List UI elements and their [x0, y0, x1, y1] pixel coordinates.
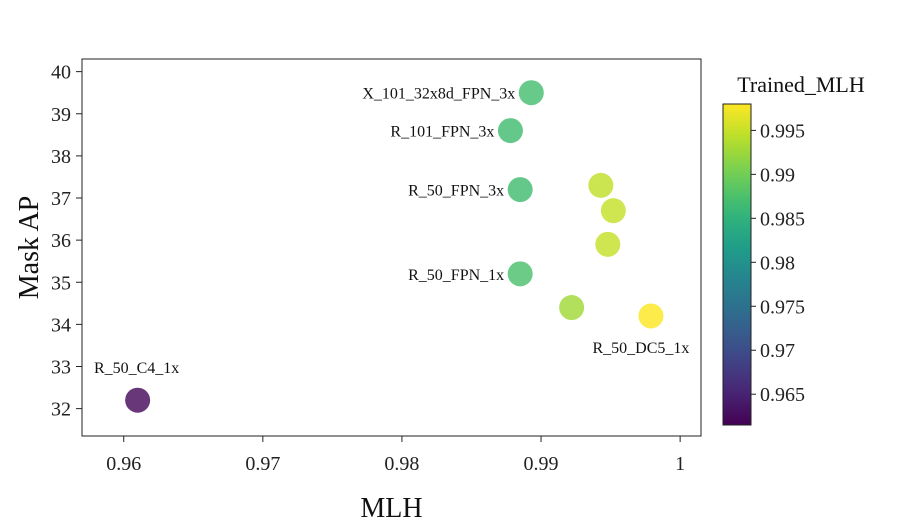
x-tick-label: 0.99 — [524, 453, 559, 475]
data-point — [125, 387, 151, 413]
colorbar-tick-label: 0.975 — [760, 296, 805, 318]
x-tick-label: 0.97 — [245, 453, 280, 475]
point-label: R_50_C4_1x — [94, 360, 179, 377]
point-label: R_50_DC5_1x — [592, 340, 689, 357]
y-tick-label: 33 — [51, 356, 71, 378]
point-label: X_101_32x8d_FPN_3x — [362, 86, 515, 103]
y-tick-label: 34 — [51, 314, 71, 336]
colorbar-tick-label: 0.99 — [760, 164, 795, 186]
colorbar — [722, 103, 752, 426]
colorbar-tick-label: 0.97 — [760, 340, 795, 362]
point-label: R_50_FPN_1x — [408, 267, 504, 284]
data-point — [559, 295, 585, 321]
data-point — [507, 177, 533, 203]
y-tick-label: 37 — [51, 188, 71, 210]
data-point — [518, 80, 544, 106]
y-axis-title: Mask AP — [14, 196, 45, 299]
y-tick-label: 39 — [51, 104, 71, 126]
data-point — [497, 118, 523, 144]
y-tick-label: 36 — [51, 230, 71, 252]
colorbar-title: Trained_MLH — [737, 72, 865, 97]
colorbar-tick-label: 0.98 — [760, 252, 795, 274]
data-point — [588, 172, 614, 198]
y-tick-label: 40 — [51, 62, 71, 84]
x-tick-label: 1 — [675, 453, 685, 475]
data-point — [600, 198, 626, 224]
x-axis-title: MLH — [360, 493, 422, 524]
colorbar-tick-label: 0.965 — [760, 384, 805, 406]
x-tick-label: 0.96 — [106, 453, 141, 475]
point-label: R_50_FPN_3x — [408, 183, 504, 200]
point-label: R_101_FPN_3x — [390, 124, 494, 141]
y-tick-label: 35 — [51, 272, 71, 294]
data-point — [638, 303, 664, 329]
colorbar-tick-label: 0.985 — [760, 208, 805, 230]
colorbar-tick-label: 0.995 — [760, 120, 805, 142]
x-tick-label: 0.98 — [384, 453, 419, 475]
data-point — [507, 261, 533, 287]
data-point — [595, 231, 621, 257]
y-tick-label: 38 — [51, 146, 71, 168]
y-tick-label: 32 — [51, 399, 71, 421]
